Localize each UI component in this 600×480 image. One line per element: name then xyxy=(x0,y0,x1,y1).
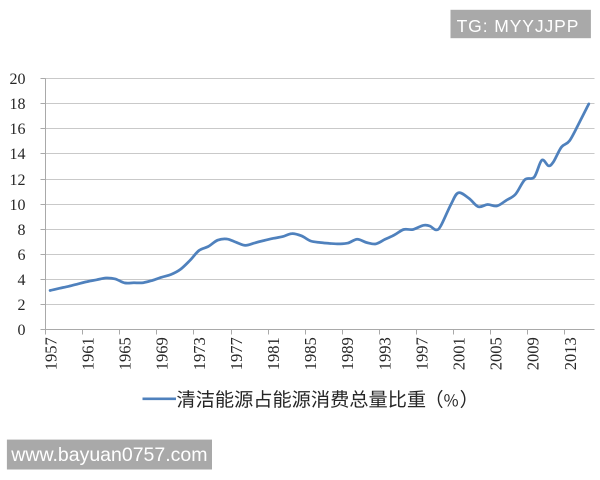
svg-text:10: 10 xyxy=(10,197,26,214)
svg-text:1993: 1993 xyxy=(375,337,394,370)
svg-text:2: 2 xyxy=(18,297,26,314)
svg-text:8: 8 xyxy=(18,222,26,239)
svg-text:1997: 1997 xyxy=(412,337,431,370)
svg-text:2001: 2001 xyxy=(450,337,469,370)
svg-text:2009: 2009 xyxy=(524,337,543,370)
svg-text:1969: 1969 xyxy=(153,337,172,370)
svg-text:18: 18 xyxy=(10,96,26,113)
svg-text:1989: 1989 xyxy=(338,337,357,370)
svg-text:6: 6 xyxy=(18,247,26,264)
svg-text:1973: 1973 xyxy=(190,337,209,370)
svg-text:1981: 1981 xyxy=(264,337,283,370)
svg-text:1961: 1961 xyxy=(78,337,97,370)
svg-text:1977: 1977 xyxy=(227,337,246,370)
svg-text:16: 16 xyxy=(10,121,26,138)
svg-text:1965: 1965 xyxy=(116,337,135,370)
svg-text:12: 12 xyxy=(10,172,26,189)
svg-text:20: 20 xyxy=(10,71,26,88)
svg-text:4: 4 xyxy=(18,272,26,289)
svg-text:0: 0 xyxy=(18,322,26,339)
svg-text:1957: 1957 xyxy=(41,337,60,370)
svg-text:1985: 1985 xyxy=(301,337,320,370)
svg-text:TG: MYYJJPP: TG: MYYJJPP xyxy=(457,16,580,36)
svg-text:14: 14 xyxy=(10,146,26,163)
svg-text:2013: 2013 xyxy=(561,337,580,370)
svg-text:www.bayuan0757.com: www.bayuan0757.com xyxy=(10,444,207,466)
svg-text:2005: 2005 xyxy=(487,337,506,370)
